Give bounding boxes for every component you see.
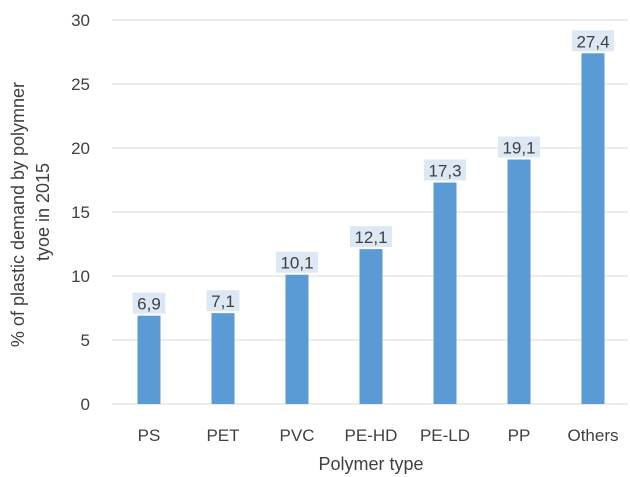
- x-axis-ticks: PS PET PVC PE-HD PE-LD PP Others: [138, 426, 619, 445]
- y-tick-label: 0: [81, 395, 90, 414]
- data-label-background: [572, 30, 614, 52]
- y-tick-label: 25: [71, 75, 90, 94]
- y-axis-ticks: 0 5 10 15 20 25 30: [71, 11, 90, 414]
- y-axis-title-line-1: % of plastic demand by polymner: [8, 82, 28, 347]
- bar: [433, 182, 457, 404]
- data-label-background: [276, 251, 318, 273]
- y-tick-label: 30: [71, 11, 90, 30]
- y-tick-label: 5: [81, 331, 90, 350]
- data-label: 7,1: [211, 292, 235, 311]
- data-label-background: [498, 136, 540, 158]
- data-label: 10,1: [280, 254, 313, 273]
- x-tick-label: PVC: [280, 426, 315, 445]
- bars: [137, 53, 605, 404]
- bar: [285, 274, 309, 404]
- data-label: 17,3: [428, 162, 461, 181]
- x-tick-label: Others: [567, 426, 618, 445]
- y-axis-title: % of plastic demand by polymner tyoe in …: [8, 77, 53, 347]
- x-tick-label: PP: [508, 426, 531, 445]
- bar: [507, 159, 531, 404]
- data-label-background: [206, 290, 240, 312]
- data-labels: 6,9 7,1 10,1 12,1 17,3 19,1 27,4: [132, 30, 614, 314]
- y-tick-label: 20: [71, 139, 90, 158]
- data-label: 12,1: [354, 228, 387, 247]
- bar: [581, 53, 605, 404]
- y-tick-label: 15: [71, 203, 90, 222]
- x-tick-label: PS: [138, 426, 161, 445]
- bar: [359, 249, 383, 404]
- bar: [137, 315, 161, 404]
- x-tick-label: PET: [206, 426, 239, 445]
- y-tick-label: 10: [71, 267, 90, 286]
- data-label: 27,4: [576, 32, 609, 51]
- y-axis-title-line-2: tyoe in 2015: [33, 163, 53, 261]
- x-axis-title: Polymer type: [318, 454, 423, 474]
- data-label-background: [424, 159, 466, 181]
- data-label-background: [350, 226, 392, 248]
- bar: [211, 313, 235, 404]
- data-label-background: [132, 292, 166, 314]
- x-tick-label: PE-HD: [345, 426, 398, 445]
- x-tick-label: PE-LD: [420, 426, 470, 445]
- data-label: 6,9: [137, 295, 161, 314]
- data-label: 19,1: [502, 139, 535, 158]
